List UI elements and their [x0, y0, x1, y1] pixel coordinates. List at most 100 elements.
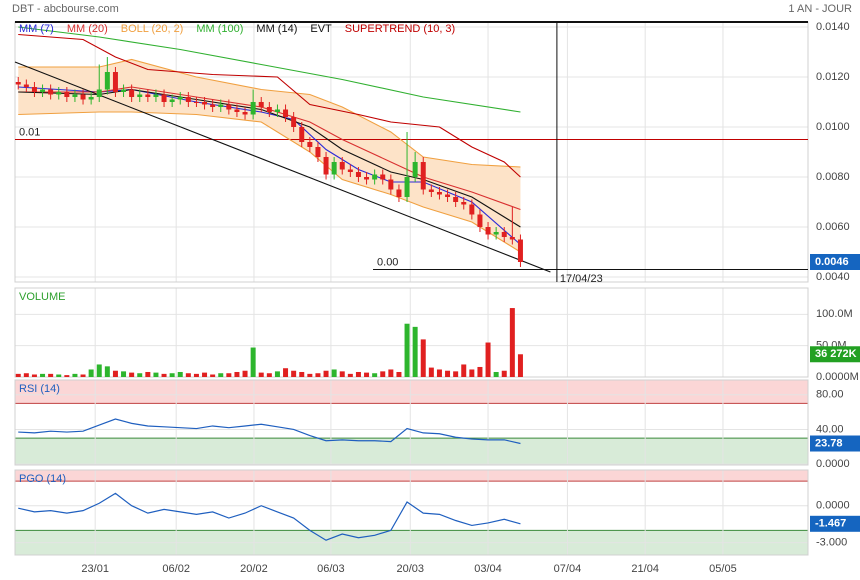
- panel-frame: [14, 469, 809, 556]
- candle-body: [185, 97, 191, 102]
- candle-body: [453, 197, 459, 202]
- y-tick-label: 0.0000: [816, 500, 850, 512]
- y-tick-label: 0.0060: [816, 221, 850, 233]
- volume-bar: [274, 371, 280, 377]
- candle-body: [331, 162, 337, 175]
- volume-bar: [23, 373, 29, 377]
- candle-body: [315, 147, 321, 157]
- candle-body: [485, 227, 491, 235]
- candle-body: [169, 99, 175, 102]
- volume-bar: [461, 364, 467, 377]
- candle-body: [380, 174, 386, 180]
- y-tick-label: 100.0M: [816, 308, 853, 320]
- legend-entry: BOLL (20, 2): [121, 23, 184, 35]
- candle-body: [96, 89, 102, 97]
- y-tick-label: 80.00: [816, 389, 844, 401]
- panel-frame: [14, 287, 809, 378]
- candle-body: [112, 72, 118, 92]
- candle-body: [509, 237, 515, 240]
- x-tick-label: 06/03: [317, 563, 345, 575]
- candle-body: [121, 89, 127, 92]
- candle-body: [153, 94, 159, 97]
- indicator-line: [18, 86, 521, 211]
- volume-bar: [331, 369, 337, 377]
- candle-body: [420, 162, 426, 190]
- candle-body: [48, 89, 54, 95]
- y-tick-label: 0.0100: [816, 121, 850, 133]
- panel-frame: [14, 379, 809, 466]
- volume-bar: [145, 371, 151, 377]
- volume-bar: [96, 364, 102, 377]
- last-value-box: [810, 435, 860, 452]
- volume-bar: [420, 339, 426, 377]
- volume-bar: [64, 375, 70, 377]
- volume-bar: [80, 374, 86, 377]
- candle-body: [64, 92, 70, 97]
- candle-body: [404, 177, 410, 197]
- volume-bar: [291, 370, 297, 377]
- candle-body: [266, 107, 272, 112]
- y-tick-label: -3.000: [816, 537, 847, 549]
- volume-bar: [364, 372, 370, 377]
- candle-body: [56, 92, 62, 95]
- legend-entry: MM (14): [256, 23, 297, 35]
- volume-bar: [218, 373, 224, 377]
- volume-bar: [485, 342, 491, 377]
- y-tick-label: 40.00: [816, 423, 844, 435]
- volume-bar: [193, 373, 199, 377]
- legend-entry: SUPERTREND (10, 3): [345, 23, 455, 35]
- volume-bar: [137, 373, 143, 377]
- candle-body: [40, 89, 46, 92]
- volume-bar: [509, 308, 515, 377]
- candle-body: [283, 109, 289, 117]
- volume-bar: [517, 354, 523, 377]
- indicator-line: [18, 88, 521, 228]
- panel-title: VOLUME: [19, 291, 65, 303]
- candle-body: [31, 87, 37, 92]
- candle-body: [323, 157, 329, 175]
- last-value-label: 23.78: [815, 437, 843, 449]
- candle-body: [493, 232, 499, 235]
- volume-bar: [88, 369, 94, 377]
- volume-bar: [380, 371, 386, 377]
- candle-body: [347, 169, 353, 172]
- candle-body: [193, 102, 199, 103]
- volume-bar: [266, 373, 272, 377]
- volume-bar: [396, 371, 402, 377]
- candle-body: [372, 174, 378, 180]
- candle-body: [104, 72, 110, 90]
- candle-body: [258, 102, 264, 107]
- legend-entry: MM (20): [67, 23, 108, 35]
- candle-body: [242, 112, 248, 115]
- last-value-box: [810, 346, 860, 363]
- x-tick-label: 20/02: [240, 563, 268, 575]
- candle-body: [396, 189, 402, 197]
- volume-bar: [153, 372, 159, 377]
- candle-body: [72, 94, 78, 97]
- x-tick-label: 03/04: [474, 563, 502, 575]
- indicator-line: [18, 418, 521, 445]
- x-tick-label: 05/05: [709, 563, 737, 575]
- volume-bar: [258, 372, 264, 377]
- last-value-label: 0.0046: [815, 256, 849, 268]
- volume-bar: [56, 374, 62, 377]
- y-tick-label: 0.0080: [816, 171, 850, 183]
- volume-bar: [104, 366, 110, 377]
- volume-bar: [226, 373, 232, 377]
- volume-bar: [202, 372, 208, 377]
- date-marker-label: 17/04/23: [560, 273, 603, 285]
- last-value-box: [810, 515, 860, 532]
- volume-bar: [412, 326, 418, 377]
- candle-body: [88, 97, 94, 100]
- legend-entry: MM (100): [196, 23, 243, 35]
- volume-bar: [493, 371, 499, 377]
- volume-bar: [234, 371, 240, 377]
- volume-bar: [250, 347, 256, 377]
- volume-bar: [428, 367, 434, 377]
- candle-body: [355, 172, 361, 177]
- candle-body: [226, 104, 232, 110]
- indicator-line: [14, 61, 551, 273]
- volume-bar: [242, 370, 248, 377]
- volume-bar: [299, 371, 305, 377]
